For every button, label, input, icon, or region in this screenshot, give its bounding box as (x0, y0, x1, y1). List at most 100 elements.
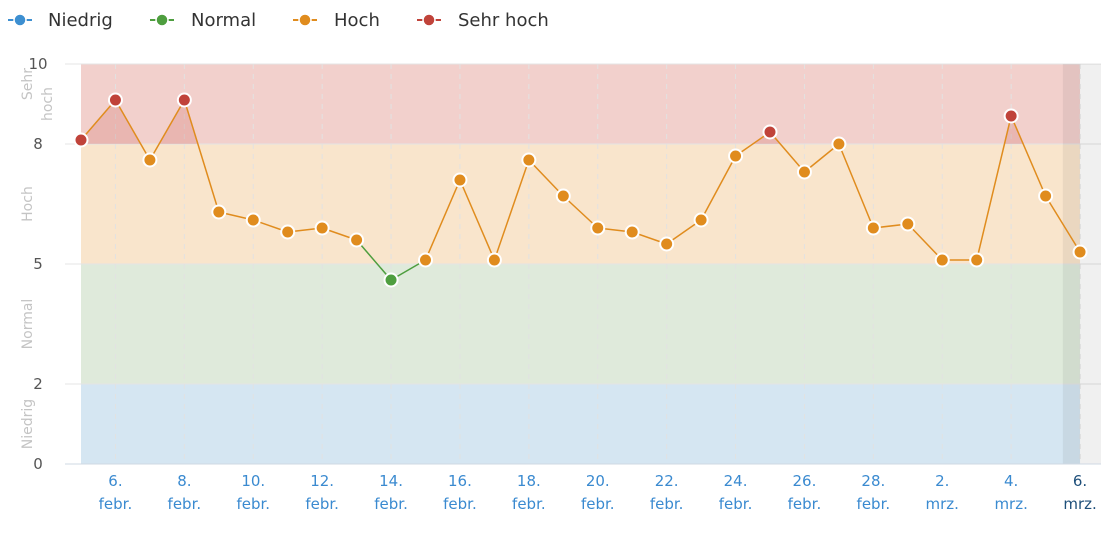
data-point-1[interactable] (107, 92, 123, 108)
series-line-segment (114, 99, 151, 161)
band-label-niedrig: Niedrig (20, 399, 36, 449)
data-point-17[interactable] (659, 236, 675, 252)
series-line-segment (80, 99, 117, 141)
data-point-26[interactable] (969, 252, 985, 268)
x-tick-label: 16. (448, 472, 472, 490)
band-label-hoch: Hoch (20, 186, 36, 222)
data-point-22[interactable] (831, 136, 847, 152)
data-point-5[interactable] (245, 212, 261, 228)
area-above-threshold (81, 100, 1081, 144)
x-tick-label: 2. (935, 472, 949, 490)
data-point-24[interactable] (900, 216, 916, 232)
x-tick-label: febr. (374, 495, 408, 513)
band-sehr-hoch (81, 64, 1081, 144)
x-tick-label: 6. (108, 472, 122, 490)
series-line-segment (975, 115, 1012, 261)
x-tick-label: 26. (793, 472, 817, 490)
x-tick-label: febr. (581, 495, 615, 513)
series-line-segment (700, 155, 737, 221)
data-point-16[interactable] (624, 224, 640, 240)
series-line-segment (459, 179, 496, 261)
x-tick-label: 22. (655, 472, 679, 490)
series-line-segment (356, 239, 392, 281)
band-label-hoch: hoch (40, 87, 56, 121)
series-line-segment (562, 195, 599, 229)
x-tick-label: febr. (168, 495, 202, 513)
data-point-25[interactable] (934, 252, 950, 268)
legend-marker-sehr-hoch (422, 13, 436, 27)
legend-item-sehr-hoch[interactable]: Sehr hoch (417, 10, 549, 31)
x-tick-label: 20. (586, 472, 610, 490)
x-tick-label: mrz. (994, 495, 1027, 513)
x-tick-label: 24. (724, 472, 748, 490)
data-point-0[interactable] (73, 132, 89, 148)
x-tick-label: febr. (443, 495, 477, 513)
data-point-27[interactable] (1003, 108, 1019, 124)
data-point-14[interactable] (555, 188, 571, 204)
band-niedrig (81, 384, 1081, 464)
data-point-12[interactable] (486, 252, 502, 268)
data-point-20[interactable] (762, 124, 778, 140)
x-tick-label: febr. (650, 495, 684, 513)
band-label-normal: Normal (20, 299, 36, 350)
legend-item-niedrig[interactable]: Niedrig (8, 10, 113, 31)
data-point-4[interactable] (211, 204, 227, 220)
x-tick-label: febr. (512, 495, 546, 513)
series-line-segment (183, 99, 220, 213)
data-point-28[interactable] (1038, 188, 1054, 204)
data-point-21[interactable] (796, 164, 812, 180)
band-hoch (81, 144, 1081, 264)
x-tick-label: 28. (861, 472, 885, 490)
x-tick-label: febr. (788, 495, 822, 513)
legend-item-normal[interactable]: Normal (150, 10, 256, 31)
legend-label-hoch: Hoch (334, 10, 380, 31)
x-tick-label: febr. (236, 495, 270, 513)
legend-label-niedrig: Niedrig (48, 10, 113, 31)
data-point-18[interactable] (693, 212, 709, 228)
band-normal (81, 264, 1081, 384)
data-point-11[interactable] (452, 172, 468, 188)
series-line-segment (1044, 195, 1081, 253)
series-line-segment (907, 223, 943, 261)
x-tick-label: febr. (857, 495, 891, 513)
data-point-2[interactable] (142, 152, 158, 168)
band-label-sehr: Sehr (20, 68, 36, 100)
x-tick-label: febr. (719, 495, 753, 513)
y-tick-label: 2 (33, 375, 43, 393)
y-tick-label: 8 (33, 135, 43, 153)
series-line-segment (769, 131, 806, 173)
legend-label-normal: Normal (191, 10, 256, 31)
data-point-6[interactable] (280, 224, 296, 240)
series-line-segment (528, 159, 564, 197)
x-tick-label: febr. (99, 495, 133, 513)
data-point-23[interactable] (865, 220, 881, 236)
data-point-7[interactable] (314, 220, 330, 236)
y-tick-label: 10 (28, 55, 47, 73)
data-point-3[interactable] (176, 92, 192, 108)
y-tick-label: 0 (33, 455, 43, 473)
data-point-8[interactable] (349, 232, 365, 248)
series-line-segment (838, 143, 875, 229)
x-tick-label: 10. (241, 472, 265, 490)
legend-marker-niedrig (13, 13, 27, 27)
x-tick-label: 4. (1004, 472, 1018, 490)
data-point-29[interactable] (1072, 244, 1088, 260)
series-line-segment (493, 159, 530, 261)
data-point-13[interactable] (521, 152, 537, 168)
data-point-10[interactable] (418, 252, 433, 268)
x-tick-label: 14. (379, 472, 403, 490)
x-tick-label: 18. (517, 472, 541, 490)
legend: Niedrig Normal Hoch Sehr hoch (8, 10, 549, 31)
legend-marker-hoch (298, 13, 312, 27)
data-point-9[interactable] (383, 272, 399, 288)
data-point-15[interactable] (590, 220, 606, 236)
y-tick-label: 5 (33, 255, 43, 273)
series-line-segment (424, 179, 461, 261)
legend-item-hoch[interactable]: Hoch (293, 10, 380, 31)
x-tick-label: 8. (177, 472, 191, 490)
x-tick-label: mrz. (1063, 495, 1096, 513)
data-point-19[interactable] (728, 148, 744, 164)
series-line-segment (1010, 115, 1047, 197)
